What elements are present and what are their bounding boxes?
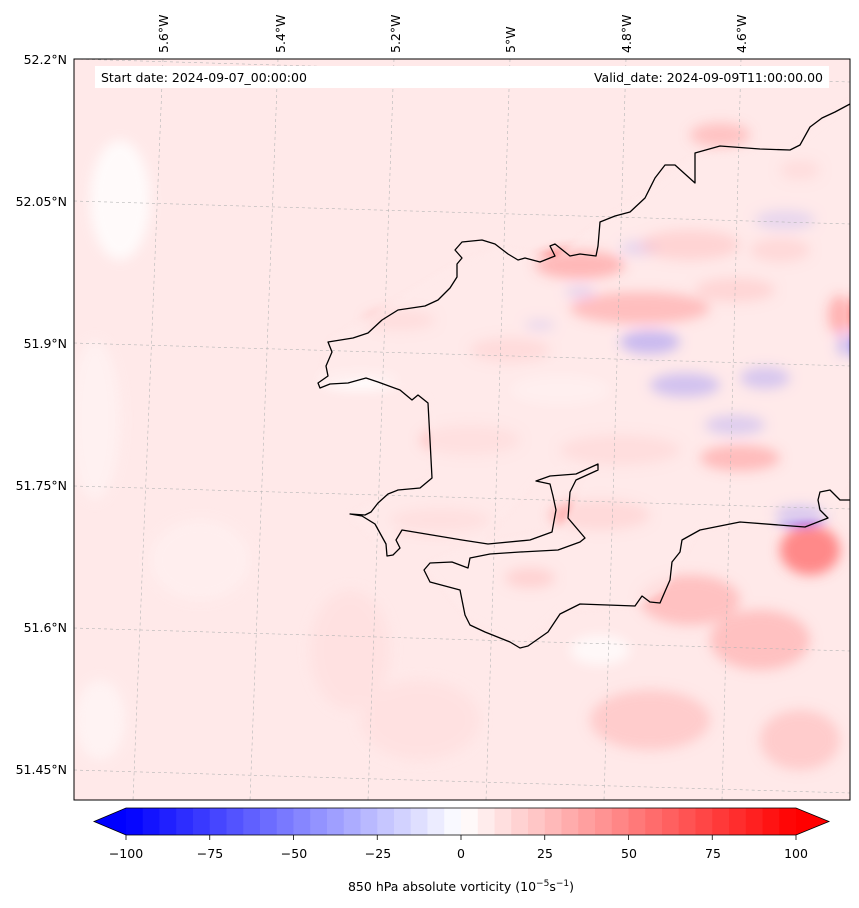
- start-date-label: Start date: 2024-09-07_00:00:00: [101, 70, 307, 85]
- colorbar-segment: [745, 808, 764, 835]
- cb-tick-label: 50: [621, 846, 637, 861]
- colorbar-segment: [611, 808, 630, 835]
- colorbar-segment: [327, 808, 345, 835]
- graticule: [74, 59, 850, 800]
- colorbar-label: 850 hPa absolute vorticity (10−5s−1): [348, 879, 574, 894]
- colorbar-segment: [662, 808, 680, 835]
- lat-label: 52.2°N: [24, 52, 67, 67]
- vorticity-field: Start date: 2024-09-07_00:00:00 Valid_da…: [74, 59, 850, 800]
- colorbar-segment: [645, 808, 663, 835]
- cb-tick-label: −50: [281, 846, 307, 861]
- map-frame: [73, 58, 851, 801]
- valid-date-label: Valid_date: 2024-09-09T11:00:00.00: [594, 70, 823, 85]
- colorbar-segment: [209, 808, 228, 835]
- cb-tick-label: 25: [537, 846, 553, 861]
- lon-label: 5.2°W: [388, 15, 403, 54]
- colorbar-segment: [544, 808, 563, 835]
- colorbar-segments: [126, 808, 797, 835]
- colorbar-segment: [276, 808, 295, 835]
- colorbar-segment: [595, 808, 613, 835]
- lat-label: 51.45°N: [16, 762, 67, 777]
- colorbar-segment: [427, 808, 445, 835]
- colorbar-segment: [578, 808, 596, 835]
- colorbar-segment: [360, 808, 378, 835]
- lon-label: 5.4°W: [273, 15, 288, 54]
- colorbar-segment: [678, 808, 697, 835]
- lon-label: 4.8°W: [619, 15, 634, 54]
- colorbar-segment: [159, 808, 177, 835]
- lon-label: 4.6°W: [734, 15, 749, 54]
- colorbar-segment: [377, 808, 395, 835]
- colorbar-segment: [410, 808, 429, 835]
- colorbar-tick-labels: −100 −75 −50 −25 0 25 50 75 100: [109, 846, 808, 861]
- colorbar-min-extend: [94, 808, 126, 835]
- colorbar-segment: [310, 808, 328, 835]
- colorbar-segment: [561, 808, 579, 835]
- colorbar-segment: [444, 808, 462, 835]
- cb-tick-label: 100: [784, 846, 808, 861]
- colorbar-segment: [779, 808, 797, 835]
- cb-tick-label: −25: [365, 846, 391, 861]
- cb-tick-label: 75: [705, 846, 721, 861]
- colorbar-segment: [126, 808, 144, 835]
- colorbar-segment: [695, 808, 713, 835]
- colorbar-segment: [193, 808, 211, 835]
- colorbar-ticks: [125, 835, 797, 840]
- lat-label: 51.6°N: [24, 620, 67, 635]
- colorbar-segment: [729, 808, 747, 835]
- colorbar-segment: [142, 808, 161, 835]
- lat-labels: 52.2°N 52.05°N 51.9°N 51.75°N 51.6°N 51.…: [16, 52, 67, 777]
- coastline: [317, 103, 850, 649]
- lon-labels: 5.6°W 5.4°W 5.2°W 5°W 4.8°W 4.6°W: [156, 15, 749, 54]
- colorbar-segment: [394, 808, 412, 835]
- colorbar-segment: [762, 808, 780, 835]
- lat-label: 51.9°N: [24, 336, 67, 351]
- lat-label: 52.05°N: [16, 194, 67, 209]
- header-box: [95, 66, 829, 88]
- lat-label: 51.75°N: [16, 478, 67, 493]
- colorbar-segment: [226, 808, 244, 835]
- colorbar-segment: [628, 808, 646, 835]
- colorbar-segment: [243, 808, 261, 835]
- lon-label: 5°W: [503, 26, 518, 53]
- colorbar: −100 −75 −50 −25 0 25 50 75 100 850 hPa …: [92, 807, 831, 894]
- lon-label: 5.6°W: [156, 15, 171, 54]
- cb-tick-label: −75: [197, 846, 223, 861]
- colorbar-segment: [712, 808, 730, 835]
- colorbar-segment: [511, 808, 529, 835]
- colorbar-segment: [477, 808, 496, 835]
- colorbar-segment: [293, 808, 311, 835]
- colorbar-max-extend: [796, 808, 829, 835]
- cb-tick-label: 0: [457, 846, 465, 861]
- colorbar-segment: [260, 808, 278, 835]
- colorbar-segment: [176, 808, 194, 835]
- cb-tick-label: −100: [109, 846, 143, 861]
- colorbar-segment: [528, 808, 546, 835]
- colorbar-segment: [461, 808, 479, 835]
- colorbar-segment: [494, 808, 512, 835]
- colorbar-segment: [343, 808, 362, 835]
